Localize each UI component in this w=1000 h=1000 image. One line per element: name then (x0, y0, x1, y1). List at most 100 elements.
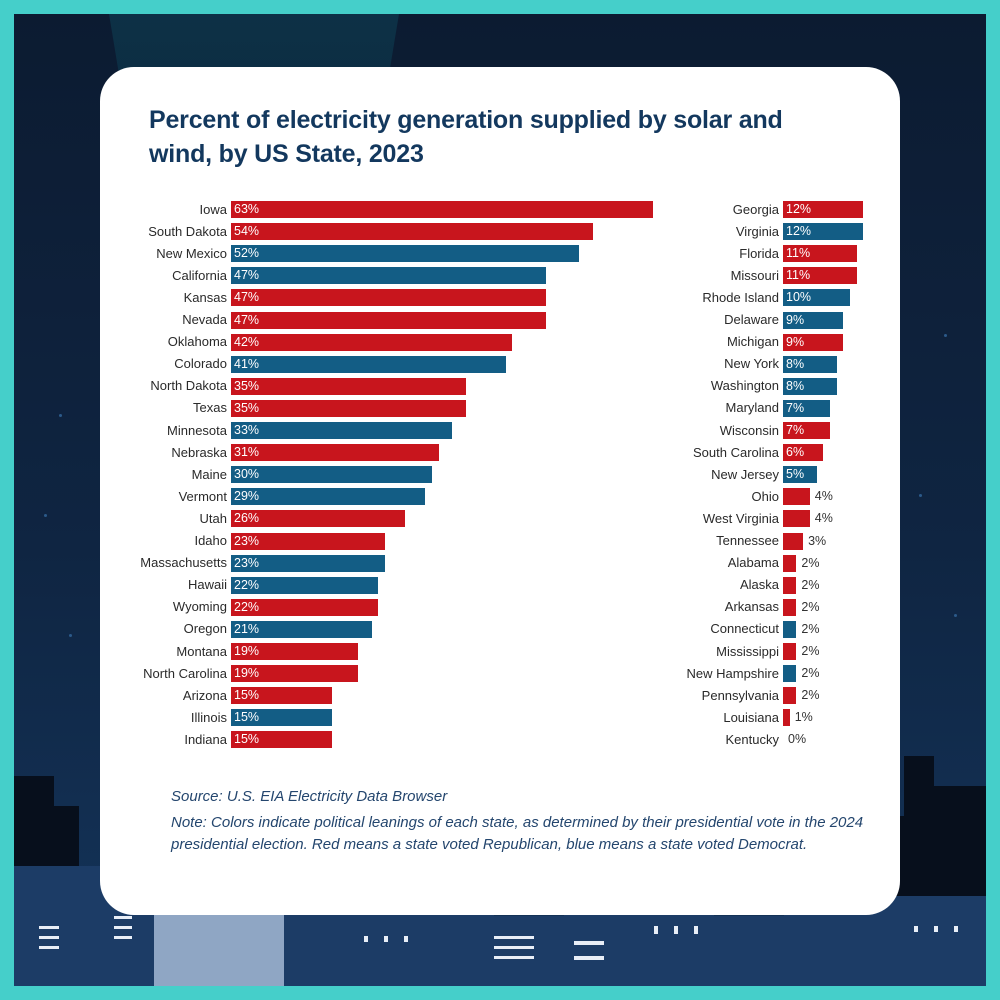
bar (783, 665, 797, 683)
state-label: Arkansas (724, 599, 779, 615)
state-label: Georgia (732, 201, 779, 217)
state-label: Maryland (725, 400, 779, 416)
state-label: Connecticut (710, 621, 779, 637)
bar (783, 355, 837, 373)
state-label: Alaska (739, 577, 779, 593)
state-label: South Dakota (148, 223, 227, 239)
state-label: Ohio (751, 488, 779, 504)
state-label: Vermont (178, 488, 227, 504)
value-label: 52% (234, 246, 260, 261)
value-label: 2% (801, 577, 820, 592)
value-label: 12% (786, 224, 812, 239)
value-label: 9% (786, 312, 805, 327)
state-label: Kentucky (725, 731, 779, 747)
value-label: 54% (234, 224, 260, 239)
bar (783, 311, 844, 329)
value-label: 22% (234, 599, 260, 614)
value-label: 0% (788, 732, 807, 747)
value-label: 21% (234, 621, 260, 636)
state-label: Texas (193, 400, 227, 416)
bar (231, 620, 372, 638)
state-label: Arizona (182, 687, 227, 703)
bar (783, 598, 797, 616)
value-label: 47% (234, 268, 260, 283)
value-label: 2% (801, 555, 820, 570)
bar (231, 510, 406, 528)
note-text: Note: Colors indicate political leanings… (171, 814, 864, 853)
bar (231, 731, 332, 749)
bar (783, 444, 824, 462)
state-label: North Carolina (143, 665, 227, 681)
bar (231, 576, 379, 594)
value-label: 11% (786, 268, 811, 283)
bar (783, 245, 857, 263)
value-label: 26% (234, 511, 260, 526)
value-label: 42% (234, 334, 260, 349)
state-label: Kansas (183, 289, 227, 305)
state-label: Iowa (199, 201, 227, 217)
state-label: Wyoming (172, 599, 227, 615)
bar (783, 289, 850, 307)
bar (231, 598, 379, 616)
source-text: Source: U.S. EIA Electricity Data Browse… (171, 788, 448, 805)
value-label: 19% (234, 666, 260, 681)
state-label: Louisiana (723, 709, 779, 725)
value-label: 47% (234, 290, 260, 305)
bar (783, 510, 810, 528)
state-label: Maine (191, 466, 227, 482)
bar (231, 466, 432, 484)
bar (783, 466, 817, 484)
bar (783, 201, 864, 218)
value-label: 2% (801, 621, 820, 636)
state-label: New Hampshire (686, 665, 779, 681)
chart-card: Percent of electricity generation suppli… (100, 67, 900, 915)
value-label: 35% (234, 378, 260, 393)
state-label: Hawaii (187, 577, 227, 593)
notes-block: Source: U.S. EIA Electricity Data Browse… (171, 786, 871, 856)
value-label: 7% (786, 423, 805, 437)
bar (231, 355, 506, 373)
chart-title: Percent of electricity generation suppli… (149, 106, 783, 168)
value-label: 8% (786, 378, 805, 393)
state-label: North Dakota (150, 378, 227, 394)
value-label: 22% (234, 577, 260, 592)
state-label: Montana (176, 643, 227, 659)
bar (231, 245, 580, 263)
bar (231, 223, 593, 241)
state-label: Alabama (727, 555, 779, 571)
bar (783, 422, 830, 439)
value-label: 7% (786, 400, 805, 415)
value-label: 35% (234, 400, 260, 415)
value-label: 15% (234, 710, 260, 725)
state-label: Missouri (730, 267, 779, 283)
state-label: Utah (199, 510, 227, 526)
value-label: 5% (786, 467, 805, 482)
bar (231, 422, 453, 439)
bar (231, 554, 386, 572)
bar (231, 665, 359, 683)
bar (783, 687, 797, 705)
value-label: 2% (801, 688, 820, 703)
value-label: 4% (814, 489, 833, 504)
star (69, 634, 72, 637)
state-label: Florida (739, 245, 779, 261)
bar (783, 267, 857, 285)
state-label: Colorado (174, 356, 227, 372)
star (944, 334, 947, 337)
state-label: Nebraska (171, 444, 227, 460)
star (59, 414, 62, 417)
value-label: 2% (801, 666, 820, 681)
state-label: Delaware (724, 312, 779, 327)
bar (231, 311, 546, 329)
state-label: Tennessee (716, 533, 779, 548)
bar (231, 377, 466, 395)
value-label: 15% (234, 732, 260, 747)
value-label: 12% (786, 202, 812, 216)
state-label: Indiana (184, 731, 227, 747)
state-label: Wisconsin (719, 422, 779, 438)
value-label: 19% (234, 644, 260, 658)
state-label: Idaho (194, 533, 227, 548)
bar (783, 620, 797, 638)
bar (231, 532, 386, 550)
state-label: Rhode Island (702, 289, 779, 305)
